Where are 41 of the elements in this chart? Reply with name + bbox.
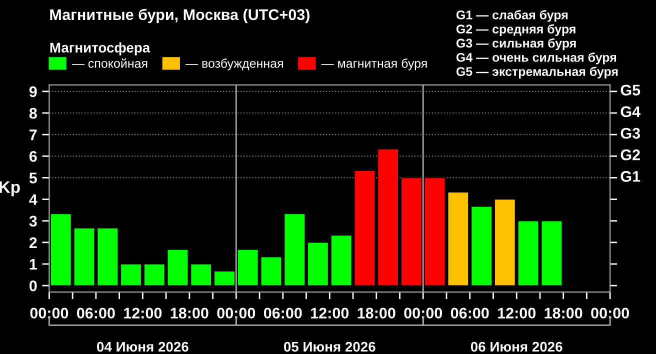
ref-line-label: G3 (620, 128, 640, 139)
x-tick-label: 00:00 (30, 308, 68, 319)
x-tick-label: 12:00 (311, 308, 349, 319)
text: G1 — слабая буря (456, 10, 568, 22)
y-tick-label: 5 (29, 172, 37, 184)
y-tick-label: 7 (30, 130, 37, 140)
ref-line-label: G4 (620, 106, 640, 118)
x-tick-label: 00:00 (217, 308, 256, 319)
x-tick-label: 00:00 (404, 308, 442, 319)
y-tick-label: 0 (30, 280, 37, 292)
text: 06 Июня 2026 (470, 342, 562, 352)
y-tick-label: 6 (29, 151, 37, 162)
text: 04 Июня 2026 (97, 342, 188, 352)
y-tick-label: 8 (29, 108, 37, 119)
chart-title: Магнитные бури, Москва (UTC+03) (50, 8, 310, 24)
x-tick-label: 18:00 (544, 308, 582, 319)
x-tick-label: 12:00 (124, 308, 162, 319)
ref-line-label: G5 (620, 84, 640, 96)
y-tick-label: 2 (29, 237, 37, 248)
x-tick-label: 06:00 (450, 308, 489, 319)
text: G5 — экстремальная буря (456, 66, 618, 78)
text: G2 — средняя буря (456, 24, 576, 36)
x-tick-label: 18:00 (358, 308, 396, 319)
x-tick-label: 06:00 (264, 308, 302, 319)
ref-line-label: G2 (620, 149, 640, 160)
x-tick-label: 12:00 (498, 308, 536, 319)
legend-label: — возбужденная (186, 58, 283, 70)
y-tick-label: 4 (29, 194, 38, 205)
ref-line-label: G1 (620, 171, 640, 182)
legend-title: Магнитосфера (50, 42, 150, 56)
x-tick-label: 00:00 (591, 308, 629, 319)
text: 05 Июня 2026 (284, 342, 376, 352)
y-tick-label: 9 (29, 86, 37, 98)
x-tick-label: 18:00 (170, 308, 208, 319)
y-tick-label: 1 (30, 259, 37, 270)
x-tick-label: 06:00 (77, 308, 115, 319)
text: G4 — очень сильная буря (456, 52, 616, 64)
legend-label: — спокойная (72, 58, 148, 68)
legend-label: — магнитная буря (321, 58, 427, 70)
text: G3 — сильная буря (456, 38, 576, 50)
y-tick-label: 3 (29, 216, 37, 227)
